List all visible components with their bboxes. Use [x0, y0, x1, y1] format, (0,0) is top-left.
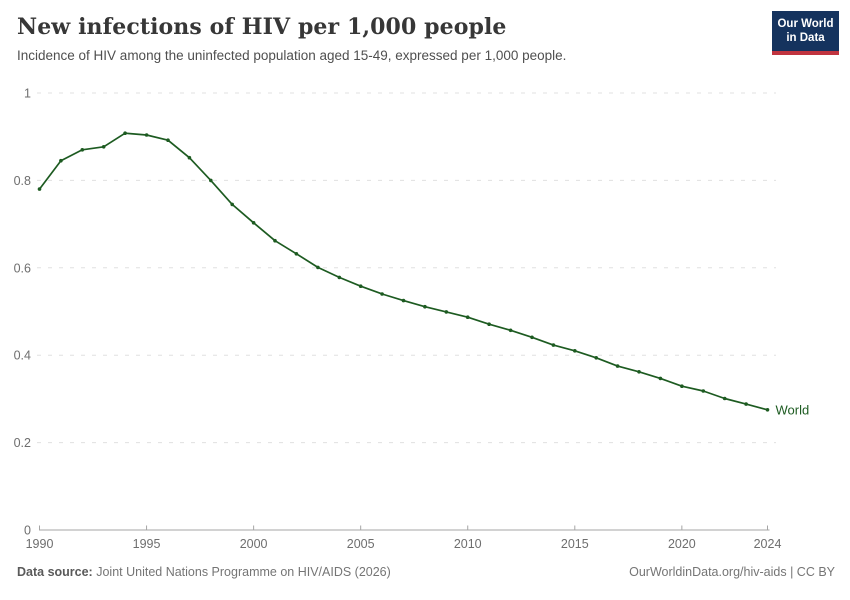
data-point[interactable]	[209, 178, 213, 183]
data-point[interactable]	[551, 343, 556, 347]
data-point[interactable]	[251, 221, 256, 225]
x-tick-label: 1990	[26, 537, 54, 551]
data-point[interactable]	[123, 131, 127, 135]
chart-subtitle: Incidence of HIV among the uninfected po…	[17, 48, 567, 63]
y-tick-label: 0.6	[14, 261, 31, 275]
x-tick-label: 2020	[668, 537, 696, 551]
chart-header: New infections of HIV per 1,000 people I…	[17, 14, 760, 63]
data-point[interactable]	[444, 310, 449, 314]
data-point[interactable]	[380, 292, 384, 296]
series-end-label[interactable]: World	[776, 402, 810, 417]
data-point[interactable]	[101, 145, 106, 149]
data-point[interactable]	[465, 315, 470, 320]
x-tick-label: 2000	[240, 537, 268, 551]
license-link[interactable]: OurWorldinData.org/hiv-aids | CC BY	[629, 565, 835, 579]
data-source-text: Joint United Nations Programme on HIV/AI…	[96, 565, 391, 579]
data-source: Data source: Joint United Nations Progra…	[17, 565, 391, 579]
data-point[interactable]	[637, 370, 641, 374]
data-point[interactable]	[594, 356, 598, 360]
data-point[interactable]	[230, 202, 234, 207]
data-point[interactable]	[680, 384, 684, 389]
data-series-line[interactable]	[38, 132, 769, 411]
chart-title: New infections of HIV per 1,000 people	[17, 14, 507, 40]
data-point[interactable]	[294, 252, 299, 256]
data-point[interactable]	[744, 402, 748, 406]
data-point[interactable]	[573, 349, 577, 353]
data-point[interactable]	[701, 389, 706, 393]
data-point[interactable]	[59, 158, 63, 163]
y-tick-label: 1	[24, 87, 31, 101]
x-tick-label: 1995	[133, 537, 161, 551]
owid-logo-line2: in Data	[786, 32, 825, 45]
owid-logo[interactable]: Our World in Data	[772, 11, 839, 55]
x-tick-label: 2010	[454, 537, 482, 551]
data-point[interactable]	[316, 265, 320, 270]
x-tick-label: 2015	[561, 537, 589, 551]
y-tick-label: 0.4	[14, 349, 31, 363]
data-point[interactable]	[423, 304, 427, 309]
data-point[interactable]	[80, 148, 85, 152]
data-point[interactable]	[37, 187, 42, 191]
data-point[interactable]	[530, 335, 534, 340]
data-point[interactable]	[487, 322, 491, 327]
data-point[interactable]	[337, 275, 342, 280]
data-point[interactable]	[615, 364, 620, 368]
data-point[interactable]	[144, 133, 149, 137]
data-point[interactable]	[187, 155, 192, 160]
chart-footer: Data source: Joint United Nations Progra…	[17, 565, 835, 579]
data-source-label: Data source:	[17, 565, 93, 579]
data-point[interactable]	[166, 138, 170, 142]
data-point[interactable]	[401, 298, 406, 303]
data-point[interactable]	[765, 408, 770, 412]
data-point[interactable]	[658, 376, 663, 381]
data-point[interactable]	[722, 396, 727, 401]
data-point[interactable]	[508, 328, 513, 333]
data-point[interactable]	[273, 238, 277, 243]
y-tick-label: 0.8	[14, 174, 31, 188]
x-tick-label: 2005	[347, 537, 375, 551]
data-point[interactable]	[358, 284, 363, 289]
y-tick-label: 0.2	[14, 436, 31, 450]
owid-logo-line1: Our World	[777, 18, 834, 30]
x-tick-label: 2024	[754, 537, 782, 551]
y-tick-label: 0	[24, 524, 31, 538]
